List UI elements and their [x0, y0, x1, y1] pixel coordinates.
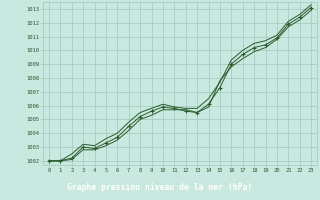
Text: Graphe pression niveau de la mer (hPa): Graphe pression niveau de la mer (hPa)	[68, 183, 252, 192]
